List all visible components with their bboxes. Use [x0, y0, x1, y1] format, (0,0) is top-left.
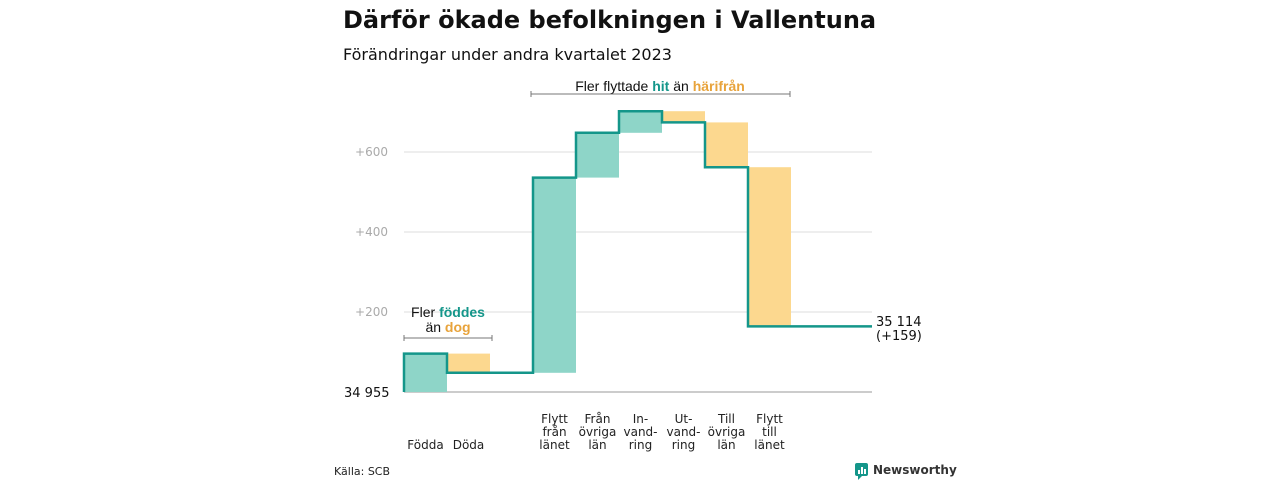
category-label: ring	[672, 438, 696, 452]
x-axis-categories: Födda DödaFlyttfrånlänetFrånövrigalänIn-v…	[407, 412, 785, 452]
bar	[748, 167, 791, 327]
category-label: Ut-	[675, 412, 693, 426]
category-label: län	[588, 438, 606, 452]
category-label: Från	[585, 412, 611, 426]
category-label: vand-	[623, 425, 657, 439]
category-label: till	[762, 425, 777, 439]
brand-logo: Newsworthy	[855, 463, 957, 480]
bar	[447, 353, 490, 373]
births-annotation-line1: Fler föddes	[411, 304, 485, 320]
chart-subtitle: Förändringar under andra kvartalet 2023	[343, 45, 672, 64]
running-total-line	[402, 109, 872, 392]
moves-annotation-text: Fler flyttade hit än härifrån	[575, 78, 745, 94]
bar	[662, 111, 705, 123]
category-label: Flytt	[756, 412, 783, 426]
newsworthy-icon	[855, 463, 868, 480]
category-label: län	[717, 438, 735, 452]
bar	[705, 122, 748, 168]
brand-name: Newsworthy	[873, 463, 957, 477]
category-label: ring	[629, 438, 653, 452]
bar	[576, 132, 619, 178]
category-label: Flytt	[541, 412, 568, 426]
y-tick-label: +200	[355, 305, 388, 319]
y-tick-label: +400	[355, 225, 388, 239]
grid-lines	[404, 151, 872, 393]
category-label: övriga	[708, 425, 746, 439]
y-tick-label: +600	[355, 145, 388, 159]
category-label: länet	[754, 438, 785, 452]
chart-title: Därför ökade befolkningen i Vallentuna	[343, 6, 876, 34]
category-label: länet	[539, 438, 570, 452]
end-change-label: (+159)	[876, 329, 922, 344]
moves-annotation: Fler flyttade hit än härifrån	[530, 78, 791, 97]
bar	[533, 177, 576, 373]
category-label: Döda	[453, 438, 485, 452]
bars	[404, 111, 791, 392]
end-value-label: 35 114	[876, 315, 922, 330]
category-label: In-	[633, 412, 648, 426]
category-label: Till	[717, 412, 735, 426]
source-label: Källa: SCB	[334, 465, 390, 478]
category-label: övriga	[579, 425, 617, 439]
y-axis-ticks: +200 +400 +600	[355, 145, 388, 319]
moves-bracket	[530, 91, 791, 97]
category-label: Födda	[407, 438, 443, 452]
start-value-label: 34 955	[344, 386, 390, 401]
category-label: vand-	[666, 425, 700, 439]
bar	[619, 111, 662, 133]
births-annotation: Fler föddes än dog	[403, 304, 493, 341]
category-label: från	[542, 425, 566, 439]
births-bracket	[403, 335, 493, 341]
bar	[404, 353, 447, 392]
births-annotation-line2: än dog	[425, 319, 470, 335]
